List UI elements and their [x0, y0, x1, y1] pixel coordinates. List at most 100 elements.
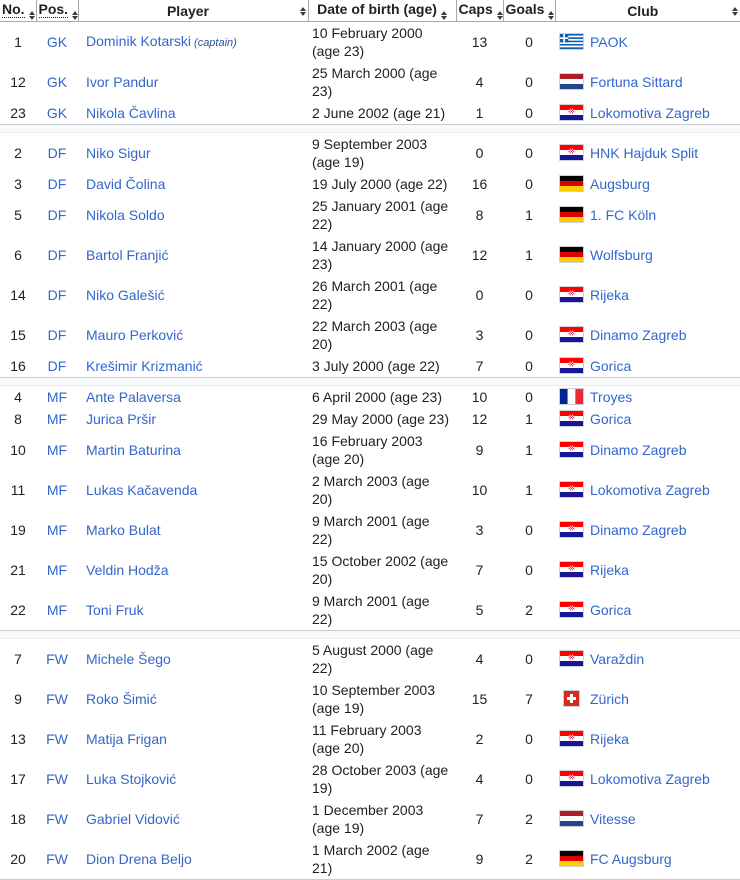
position-link[interactable]: MF — [46, 411, 68, 427]
club-link[interactable]: Zürich — [590, 691, 629, 707]
croatia-flag-icon[interactable] — [559, 357, 584, 374]
position-link[interactable]: DF — [47, 176, 67, 192]
croatia-flag-icon[interactable] — [559, 650, 584, 667]
germany-flag-icon[interactable] — [559, 175, 584, 192]
player-name-link[interactable]: Veldin Hodža — [86, 562, 169, 578]
germany-flag-icon[interactable] — [559, 246, 584, 263]
position-link[interactable]: DF — [47, 358, 67, 374]
position-link[interactable]: FW — [46, 691, 68, 707]
captain-note[interactable]: (captain) — [194, 37, 237, 49]
player-name-link[interactable]: Marko Bulat — [86, 522, 161, 538]
club-link[interactable]: Dinamo Zagreb — [590, 327, 687, 343]
player-name-link[interactable]: David Čolina — [86, 176, 166, 192]
player-name-link[interactable]: Krešimir Krizmanić — [86, 358, 203, 374]
player-name-link[interactable]: Roko Šimić — [86, 691, 157, 707]
player-name-link[interactable]: Niko Galešić — [86, 287, 165, 303]
germany-flag-icon[interactable] — [559, 206, 584, 223]
club-link[interactable]: Augsburg — [590, 176, 650, 192]
switzerland-flag-icon[interactable] — [559, 690, 584, 707]
club-link[interactable]: PAOK — [590, 34, 628, 50]
player-name-link[interactable]: Bartol Franjić — [86, 247, 169, 263]
croatia-flag-icon[interactable] — [559, 286, 584, 303]
player-name-link[interactable]: Niko Sigur — [86, 145, 151, 161]
column-header-goals[interactable]: Goals — [502, 0, 555, 22]
column-header-no[interactable]: No. — [0, 0, 36, 22]
position-link[interactable]: DF — [47, 287, 67, 303]
position-link[interactable]: GK — [46, 74, 68, 90]
club-link[interactable]: 1. FC Köln — [590, 207, 657, 223]
club-link[interactable]: Rijeka — [590, 562, 629, 578]
club-link[interactable]: HNK Hajduk Split — [590, 145, 699, 161]
club-link[interactable]: Gorica — [590, 358, 632, 374]
club-link[interactable]: Gorica — [590, 411, 632, 427]
greece-flag-icon[interactable] — [559, 33, 584, 50]
player-name-link[interactable]: Lukas Kačavenda — [86, 482, 198, 498]
position-link[interactable]: MF — [46, 389, 68, 405]
club-link[interactable]: Rijeka — [590, 287, 629, 303]
club-link[interactable]: Lokomotiva Zagreb — [590, 771, 710, 787]
club-link[interactable]: FC Augsburg — [590, 851, 672, 867]
position-link[interactable]: MF — [46, 442, 68, 458]
croatia-flag-icon[interactable] — [559, 104, 584, 121]
column-header-dob[interactable]: Date of birth (age) — [307, 0, 456, 22]
position-link[interactable]: FW — [46, 651, 68, 667]
france-flag-icon[interactable] — [559, 388, 584, 405]
position-link[interactable]: FW — [46, 851, 68, 867]
netherlands-flag-icon[interactable] — [559, 73, 584, 90]
club-link[interactable]: Gorica — [590, 602, 632, 618]
player-name-link[interactable]: Martin Baturina — [86, 442, 181, 458]
column-header-pos[interactable]: Pos. — [35, 0, 79, 22]
club-link[interactable]: Dinamo Zagreb — [590, 442, 687, 458]
netherlands-flag-icon[interactable] — [559, 810, 584, 827]
club-link[interactable]: Wolfsburg — [590, 247, 653, 263]
column-header-caps[interactable]: Caps — [455, 0, 503, 22]
croatia-flag-icon[interactable] — [559, 601, 584, 618]
club-link[interactable]: Troyes — [590, 389, 633, 405]
croatia-flag-icon[interactable] — [559, 441, 584, 458]
croatia-flag-icon[interactable] — [559, 561, 584, 578]
player-name-link[interactable]: Matija Frigan — [86, 731, 167, 747]
column-header-club[interactable]: Club — [554, 0, 740, 22]
player-name-link[interactable]: Luka Stojković — [86, 771, 177, 787]
croatia-flag-icon[interactable] — [559, 730, 584, 747]
player-name-link[interactable]: Michele Šego — [86, 651, 171, 667]
croatia-flag-icon[interactable] — [559, 410, 584, 427]
club-link[interactable]: Lokomotiva Zagreb — [590, 482, 710, 498]
position-link[interactable]: FW — [46, 731, 68, 747]
croatia-flag-icon[interactable] — [559, 144, 584, 161]
position-link[interactable]: MF — [46, 522, 68, 538]
club-link[interactable]: Vitesse — [590, 811, 636, 827]
position-link[interactable]: DF — [47, 327, 67, 343]
position-link[interactable]: FW — [46, 771, 68, 787]
club-link[interactable]: Fortuna Sittard — [590, 74, 683, 90]
position-link[interactable]: FW — [46, 811, 68, 827]
position-link[interactable]: GK — [46, 34, 68, 50]
croatia-flag-icon[interactable] — [559, 770, 584, 787]
player-name-link[interactable]: Nikola Soldo — [86, 207, 165, 223]
germany-flag-icon[interactable] — [559, 850, 584, 867]
player-name-link[interactable]: Gabriel Vidović — [86, 811, 180, 827]
position-link[interactable]: GK — [46, 105, 68, 121]
club-link[interactable]: Rijeka — [590, 731, 629, 747]
club-link[interactable]: Dinamo Zagreb — [590, 522, 687, 538]
croatia-flag-icon[interactable] — [559, 326, 584, 343]
position-link[interactable]: DF — [47, 207, 67, 223]
position-link[interactable]: DF — [47, 145, 67, 161]
position-link[interactable]: MF — [46, 562, 68, 578]
player-name-link[interactable]: Dominik Kotarski — [86, 33, 192, 49]
player-name-link[interactable]: Jurica Pršir — [86, 411, 157, 427]
croatia-flag-icon[interactable] — [559, 521, 584, 538]
player-name-link[interactable]: Mauro Perković — [86, 327, 184, 343]
column-header-player[interactable]: Player — [77, 0, 308, 22]
club-link[interactable]: Varaždin — [590, 651, 645, 667]
position-link[interactable]: MF — [46, 482, 68, 498]
player-name-link[interactable]: Ivor Pandur — [86, 74, 159, 90]
position-link[interactable]: MF — [46, 602, 68, 618]
player-name-link[interactable]: Nikola Čavlina — [86, 105, 176, 121]
player-name-link[interactable]: Dion Drena Beljo — [86, 851, 192, 867]
player-name-link[interactable]: Ante Palaversa — [86, 389, 181, 405]
croatia-flag-icon[interactable] — [559, 481, 584, 498]
position-link[interactable]: DF — [47, 247, 67, 263]
club-link[interactable]: Lokomotiva Zagreb — [590, 105, 710, 121]
player-name-link[interactable]: Toni Fruk — [86, 602, 144, 618]
